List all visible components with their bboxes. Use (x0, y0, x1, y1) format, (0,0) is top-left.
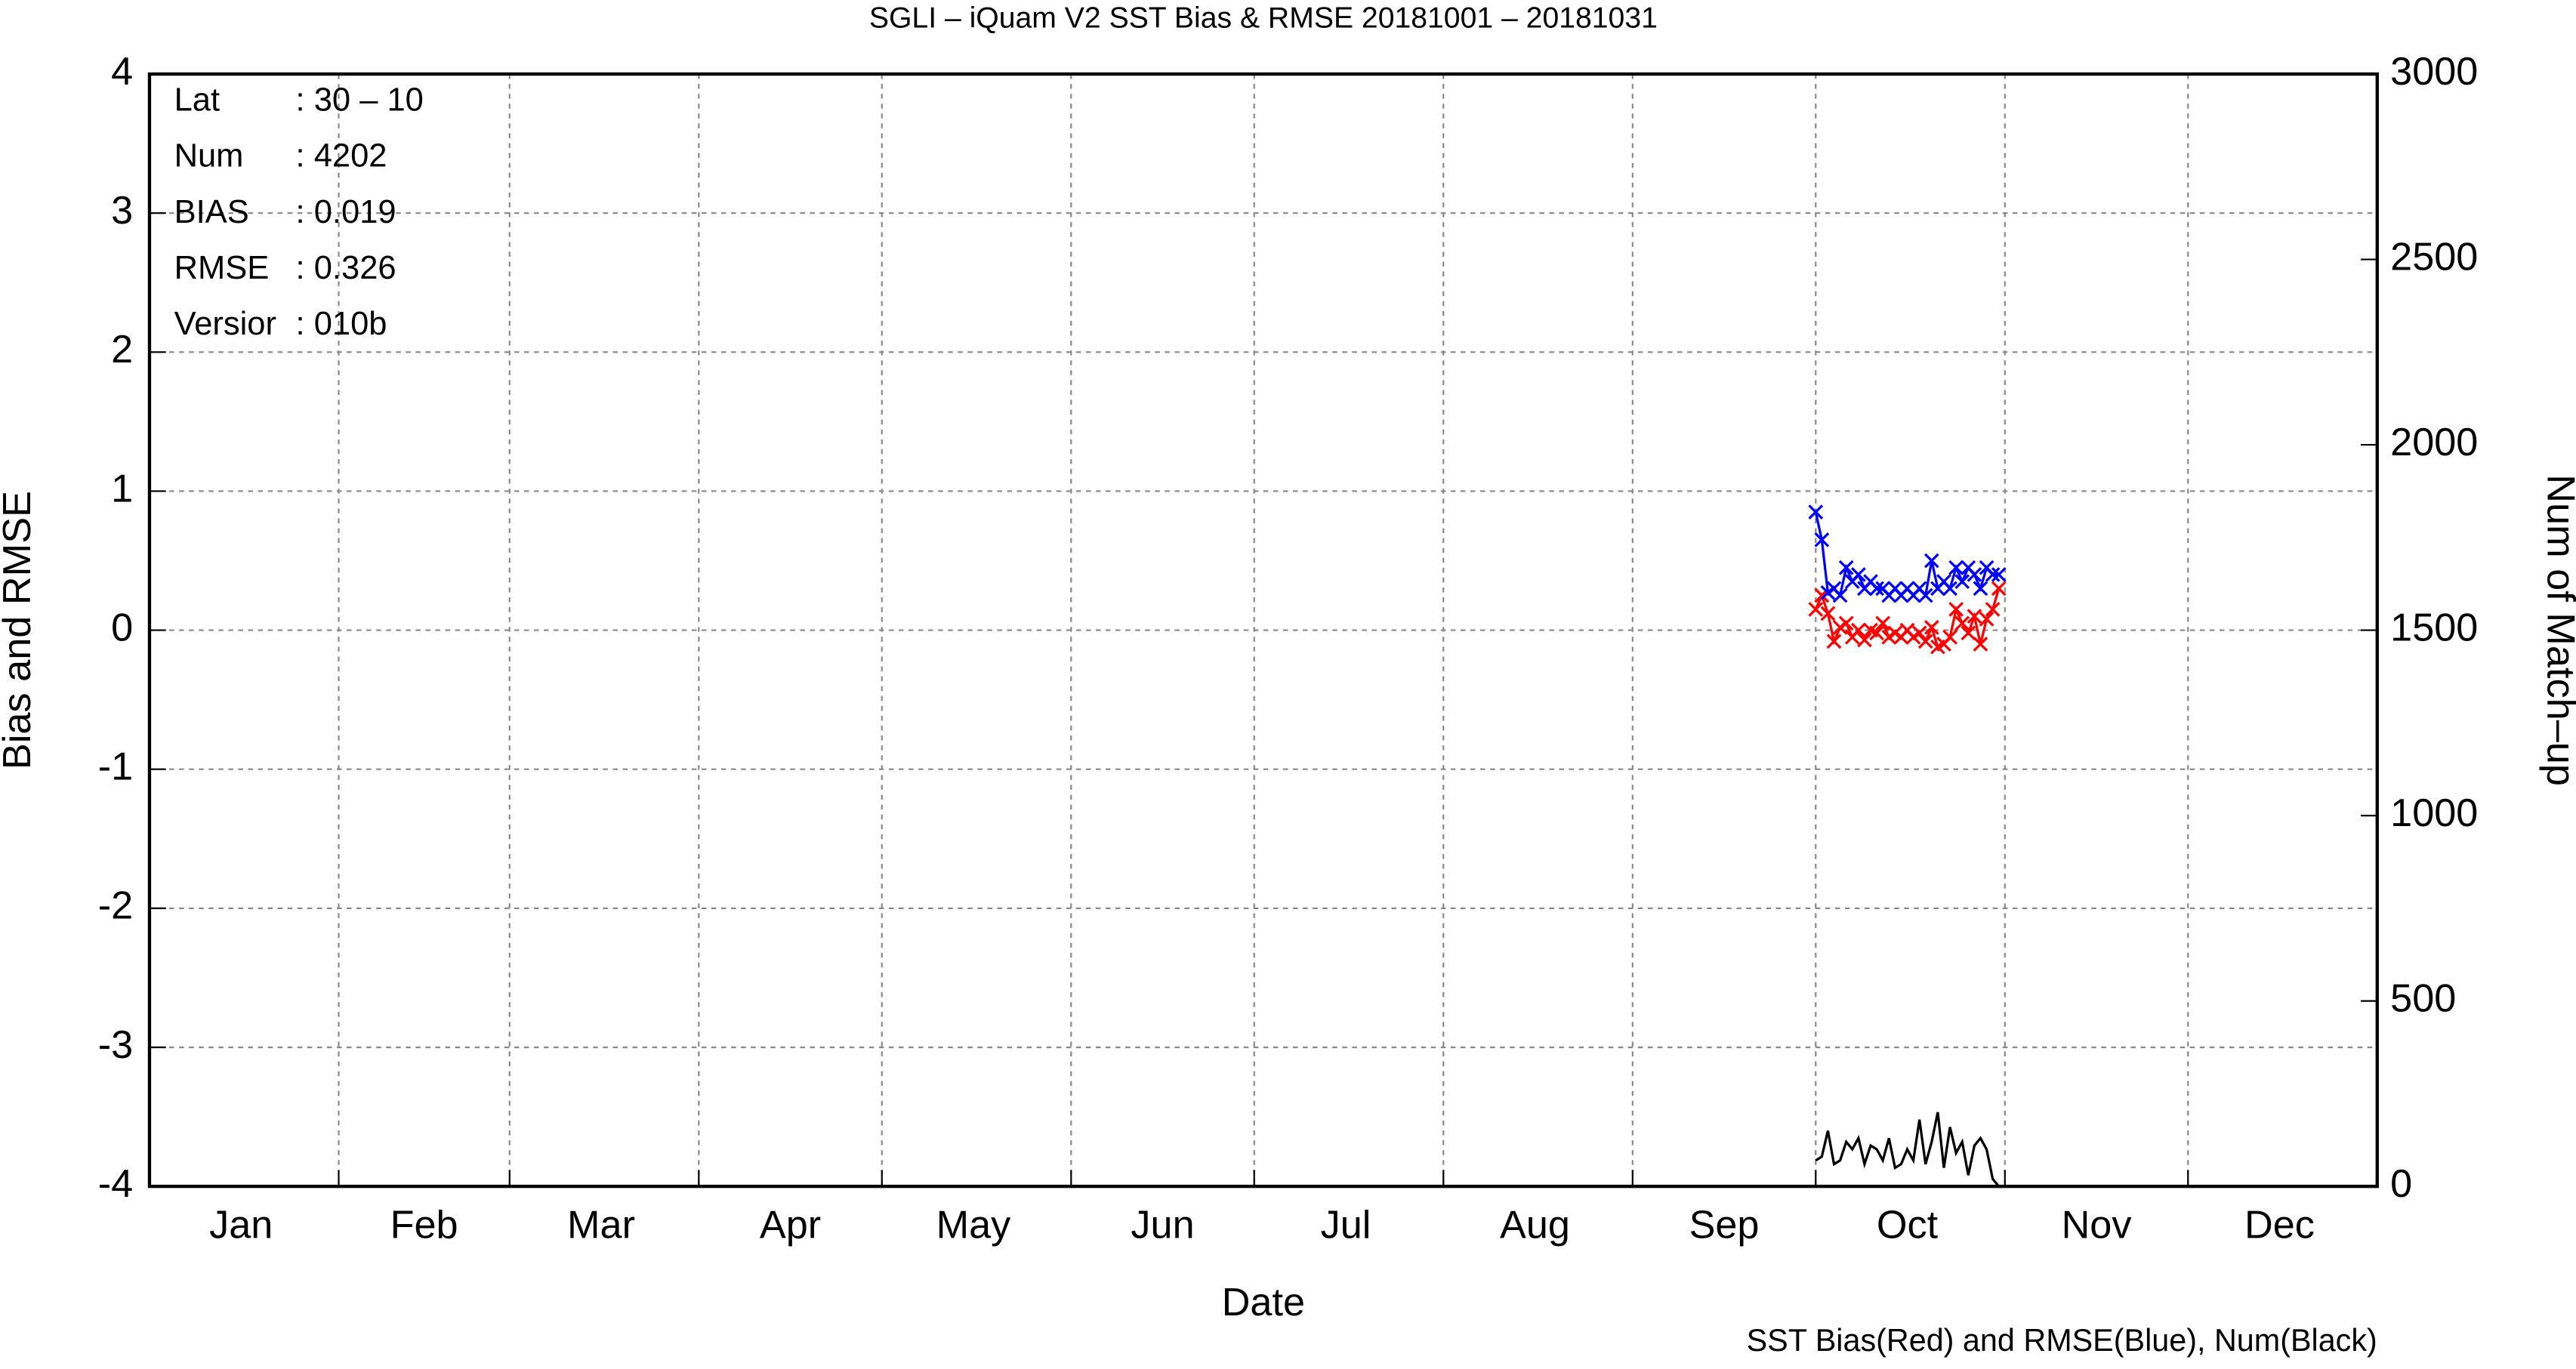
marker (1850, 567, 1866, 582)
x-tick-label: Feb (390, 1203, 458, 1247)
y2-tick-label: 2000 (2390, 421, 2478, 464)
marker (1924, 553, 1939, 569)
y-tick-label: -3 (98, 1023, 133, 1067)
marker (1850, 622, 1866, 638)
marker (1961, 625, 1976, 641)
y-tick-label: 3 (111, 189, 133, 233)
marker (1924, 620, 1939, 635)
y-tick-label: 1 (111, 467, 133, 510)
info-value: : 0.019 (296, 194, 396, 230)
marker (1814, 532, 1830, 547)
marker (1948, 602, 1964, 617)
marker (1875, 615, 1891, 631)
marker (1857, 632, 1872, 648)
x-tick-label: Mar (567, 1203, 635, 1247)
x-tick-label: Nov (2062, 1203, 2132, 1247)
info-key: BIAS (174, 194, 249, 230)
marker (1985, 567, 2001, 582)
marker (1967, 609, 1982, 624)
marker (1967, 567, 1982, 582)
x-tick-label: Jan (209, 1203, 273, 1247)
marker (1820, 606, 1836, 621)
plot-frame (147, 72, 2379, 1189)
x-axis-label: Date (1222, 1281, 1305, 1324)
info-value: : 30 – 10 (296, 82, 424, 119)
x-tick-label: Sep (1689, 1203, 1760, 1247)
x-tick-label: May (936, 1203, 1011, 1247)
footnote: SST Bias(Red) and RMSE(Blue), Num(Black) (1747, 1323, 2377, 1358)
marker (1917, 587, 1933, 603)
y-tick-label: 0 (111, 606, 133, 649)
info-key: Versior (174, 306, 276, 342)
marker (1942, 581, 1957, 597)
y-tick-label: -1 (98, 745, 133, 788)
y2-tick-label: 500 (2390, 976, 2456, 1020)
x-tick-label: Jun (1131, 1203, 1194, 1247)
marker (1869, 625, 1884, 641)
y2-tick-label: 0 (2390, 1162, 2412, 1206)
marker (1954, 615, 1970, 631)
marker (1808, 504, 1824, 520)
y-tick-label: 4 (111, 50, 133, 94)
x-tick-label: Aug (1500, 1203, 1570, 1247)
x-tick-label: Jul (1321, 1203, 1371, 1247)
y-tick-label: 2 (111, 328, 133, 372)
marker (1838, 560, 1854, 575)
x-tick-label: Dec (2244, 1203, 2315, 1247)
info-value: : 4202 (296, 138, 387, 174)
marker (1911, 625, 1927, 641)
marker (1869, 581, 1884, 597)
y-axis-label: Bias and RMSE (0, 491, 39, 769)
y2-tick-label: 2500 (2390, 235, 2478, 279)
y2-tick-label: 1500 (2390, 606, 2478, 649)
info-value: : 0.326 (296, 250, 396, 286)
marker (1991, 567, 2007, 582)
marker (1979, 611, 1994, 627)
chart-title: SGLI – iQuam V2 SST Bias & RMSE 20181001… (869, 2, 1658, 34)
info-key: Lat (174, 82, 220, 119)
marker (1808, 602, 1824, 617)
x-tick-label: Oct (1877, 1203, 1939, 1247)
info-key: Num (174, 138, 244, 174)
y-tick-label: -2 (98, 884, 133, 928)
marker (1954, 574, 1970, 590)
x-tick-label: Apr (760, 1203, 821, 1247)
marker (1917, 634, 1933, 649)
marker (1973, 581, 1988, 597)
y2-axis-label: Num of Match–up (2538, 474, 2576, 786)
marker (1991, 581, 2007, 597)
marker (1826, 634, 1842, 649)
marker (1948, 560, 1964, 575)
marker (1942, 629, 1957, 645)
marker (1832, 587, 1848, 603)
y-tick-label: -4 (98, 1162, 133, 1206)
y2-tick-label: 1000 (2390, 791, 2478, 835)
marker (1985, 602, 2001, 617)
y2-tick-label: 3000 (2390, 50, 2478, 94)
info-value: : 010b (296, 306, 387, 342)
marker (1838, 615, 1854, 631)
marker (1973, 637, 1988, 652)
info-key: RMSE (174, 250, 270, 286)
series-line (1815, 1112, 2000, 1188)
